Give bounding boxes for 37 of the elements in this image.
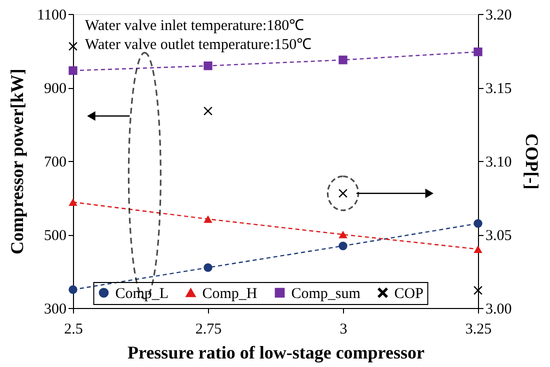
y2-tick-label: 3.05	[486, 228, 512, 244]
x-tick-label: 2.5	[64, 322, 83, 338]
point	[474, 245, 482, 253]
y-tick-label: 900	[44, 81, 66, 97]
y-tick-label: 1100	[37, 8, 66, 24]
point	[338, 56, 348, 64]
legend-label: Comp_L	[115, 286, 169, 302]
legend-label: Comp_H	[202, 286, 258, 302]
point	[474, 286, 482, 295]
point	[68, 198, 78, 206]
y2-tick-label: 3.15	[486, 81, 512, 97]
y2-tick-label: 3.00	[486, 302, 512, 318]
annotation: Water valve outlet temperature:150℃	[85, 37, 312, 53]
x-tick-label: 3.25	[465, 322, 492, 338]
point	[68, 42, 78, 51]
y-tick-label: 300	[44, 302, 66, 318]
y-axis-title: Compressor power[kW]	[7, 68, 28, 254]
x-tick-label: 2.75	[195, 322, 222, 338]
legend-label: Comp_sum	[291, 286, 361, 302]
point	[68, 66, 78, 75]
point	[474, 219, 482, 228]
x-tick-label: 3	[340, 322, 348, 338]
point	[204, 215, 212, 223]
point	[68, 285, 78, 294]
y2-axis-title: COP[-]	[522, 134, 542, 190]
y2-tick-label: 3.10	[486, 154, 512, 170]
y2-tick-label: 3.20	[486, 8, 512, 24]
point	[474, 48, 482, 56]
y-tick-label: 700	[44, 154, 66, 170]
point	[204, 61, 212, 70]
x-axis-title: Pressure ratio of low-stage compressor	[128, 342, 424, 362]
annotation: Water valve inlet temperature:180℃	[85, 18, 304, 34]
legend-label: COP	[394, 286, 424, 302]
point	[338, 242, 348, 250]
y-tick-label: 500	[44, 228, 66, 244]
point	[338, 230, 348, 238]
point	[204, 263, 212, 272]
